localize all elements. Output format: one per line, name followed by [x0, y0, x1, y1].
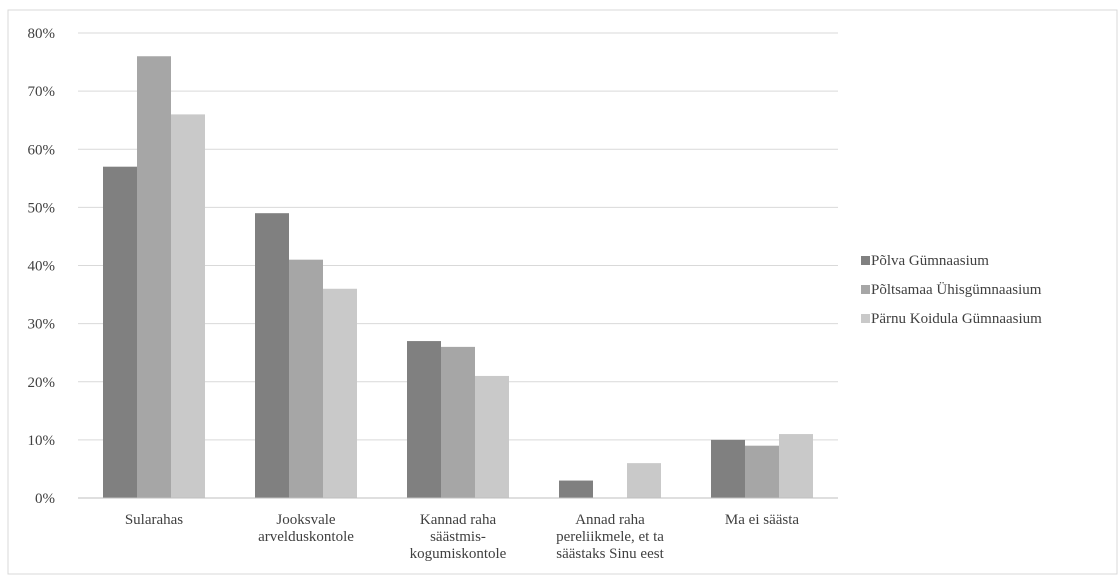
- y-tick-label: 0%: [35, 491, 55, 507]
- bar: [255, 213, 289, 498]
- bar: [475, 375, 509, 498]
- bar: [137, 56, 171, 498]
- x-tick-label-line: Sularahas: [125, 512, 183, 528]
- x-tick-label-line: kogumiskontole: [410, 546, 507, 562]
- legend-label: Pärnu Koidula Gümnaasium: [871, 311, 1042, 327]
- legend-swatch: [861, 314, 870, 323]
- bar: [711, 439, 745, 498]
- y-tick-label: 30%: [28, 317, 56, 333]
- x-tick-label: Ma ei säästa: [725, 512, 799, 528]
- x-tick-label: Sularahas: [125, 512, 183, 528]
- y-tick-label: 80%: [28, 26, 56, 42]
- bar: [627, 463, 661, 498]
- bar: [171, 114, 205, 498]
- x-tick-label-line: säästaks Sinu eest: [556, 546, 664, 562]
- legend-swatch: [861, 256, 870, 265]
- bar: [289, 259, 323, 498]
- x-tick-label: Jooksvale arvelduskontole: [258, 512, 354, 545]
- legend-label: Põlva Gümnaasium: [871, 253, 989, 269]
- legend-label: Põltsamaa Ühisgümnaasium: [871, 281, 1042, 298]
- x-tick-label-line: Jooksvale: [276, 512, 336, 528]
- bar: [103, 166, 137, 498]
- y-tick-label: 70%: [28, 84, 56, 100]
- legend: Põlva Gümnaasium Põltsamaa Ühisgümnaasium…: [861, 253, 1042, 327]
- y-tick-label: 60%: [28, 142, 56, 158]
- x-tick-label-line: arvelduskontole: [258, 529, 354, 545]
- bar: [559, 480, 593, 498]
- bar: [745, 445, 779, 498]
- x-tick-label-line: Annad raha: [575, 512, 645, 528]
- x-tick-label: Kannad raha säästmis-kogumiskontole: [410, 512, 507, 562]
- y-axis-ticks: 0% 10% 20% 30% 40% 50% 60% 70% 80%: [28, 26, 56, 507]
- y-tick-label: 40%: [28, 259, 56, 275]
- x-tick-label-line: Ma ei säästa: [725, 512, 799, 528]
- x-tick-label-line: pereliikmele, et ta: [556, 529, 664, 545]
- x-tick-label-line: säästmis-: [430, 529, 486, 545]
- y-tick-label: 20%: [28, 375, 56, 391]
- bar: [441, 346, 475, 498]
- bar: [407, 341, 441, 498]
- bars: [103, 56, 813, 498]
- x-axis-labels: Sularahas Jooksvale arvelduskontole Kannad …: [125, 512, 800, 562]
- bar: [323, 288, 357, 498]
- y-tick-label: 50%: [28, 200, 56, 216]
- bar: [779, 434, 813, 498]
- y-tick-label: 10%: [28, 433, 56, 449]
- x-tick-label-line: Kannad raha: [420, 512, 497, 528]
- x-tick-label: Annad raha pereliikmele, et ta säästaks Si…: [556, 512, 665, 562]
- legend-swatch: [861, 285, 870, 294]
